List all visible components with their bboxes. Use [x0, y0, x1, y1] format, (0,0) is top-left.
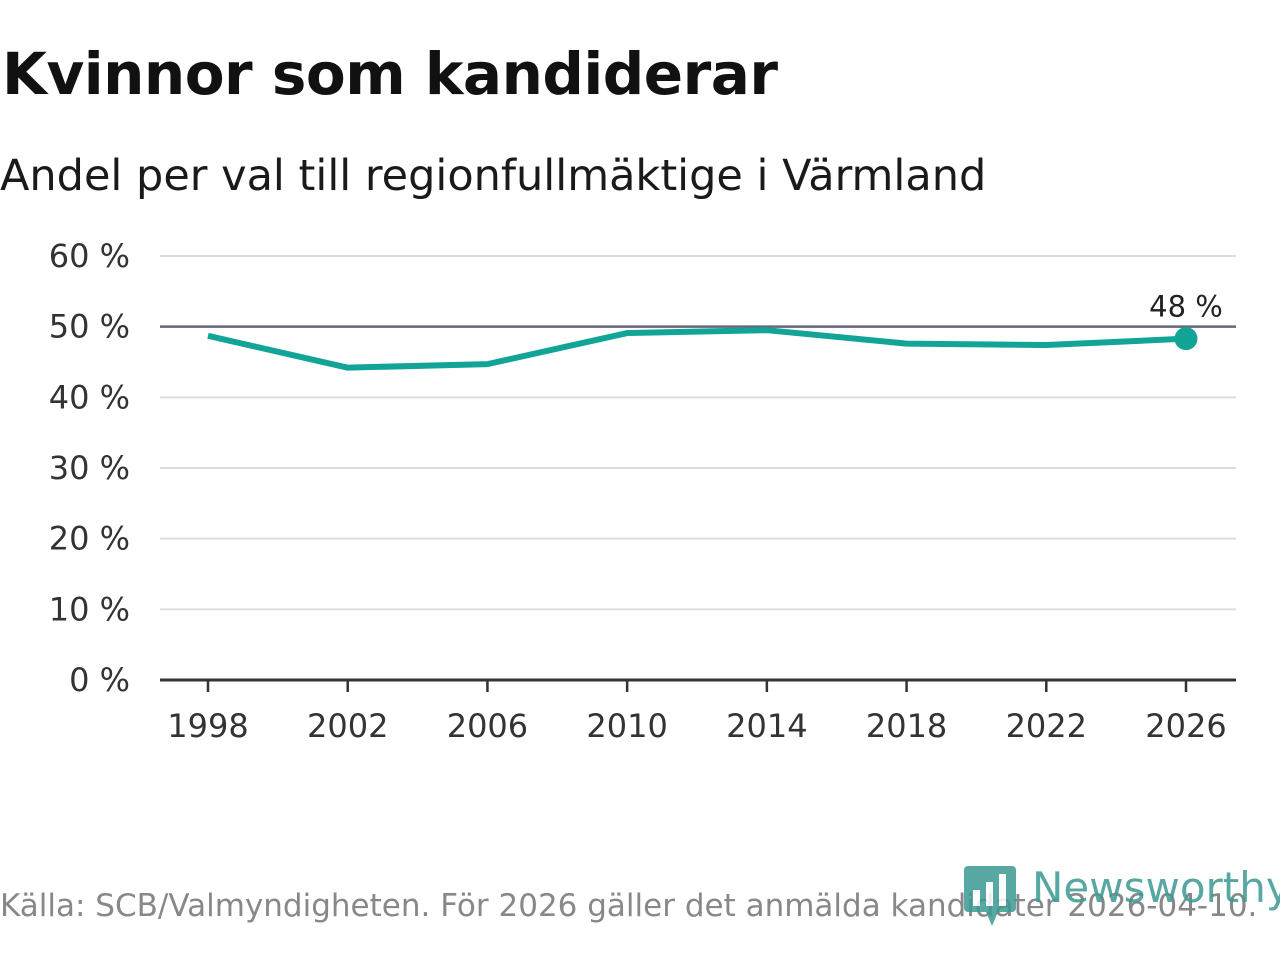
x-tick-label-2006: 2006: [447, 707, 528, 745]
data-point-2006: [484, 361, 490, 367]
data-point-1998: [205, 333, 211, 339]
data-point-2022: [1043, 342, 1049, 348]
x-tick-label-1998: 1998: [167, 707, 248, 745]
end-value-label: 48 %: [1149, 290, 1223, 324]
y-tick-label-40: 40 %: [49, 378, 130, 416]
series-line-andel-kvinnor: [207, 327, 1187, 371]
x-tick-label-2014: 2014: [726, 707, 807, 745]
data-point-2014: [764, 327, 770, 333]
source-note: Källa: SCB/Valmyndigheten. För 2026 gäll…: [0, 888, 1258, 924]
brand-name: Newsworthy: [1032, 863, 1280, 912]
data-point-2010: [624, 330, 630, 336]
line-chart: 0 % 10 % 20 % 30 % 40 % 50 % 60 % 1998 2002 2006 2…: [49, 237, 1236, 745]
y-tick-label-10: 10 %: [49, 590, 130, 628]
bar-chart-logo-icon: [964, 866, 1016, 926]
x-tick-label-2018: 2018: [866, 707, 947, 745]
y-tick-label-20: 20 %: [49, 520, 130, 558]
y-tick-label-50: 50 %: [49, 308, 130, 346]
chart-title: Kvinnor som kandiderar: [2, 40, 778, 108]
x-tick-label-2002: 2002: [307, 707, 388, 745]
newsworthy-logo: Newsworthy: [964, 862, 1280, 926]
y-tick-label-0: 0 %: [69, 661, 130, 699]
x-tick-label-2026: 2026: [1145, 707, 1226, 745]
x-tick-label-2022: 2022: [1006, 707, 1087, 745]
y-tick-label-60: 60 %: [49, 237, 130, 275]
y-tick-label-30: 30 %: [49, 449, 130, 487]
data-point-2002: [345, 365, 351, 371]
chart-subtitle: Andel per val till regionfullmäktige i V…: [0, 151, 987, 201]
data-point-2026: [1174, 327, 1198, 351]
data-point-2018: [904, 341, 910, 347]
x-tick-label-2010: 2010: [586, 707, 667, 745]
